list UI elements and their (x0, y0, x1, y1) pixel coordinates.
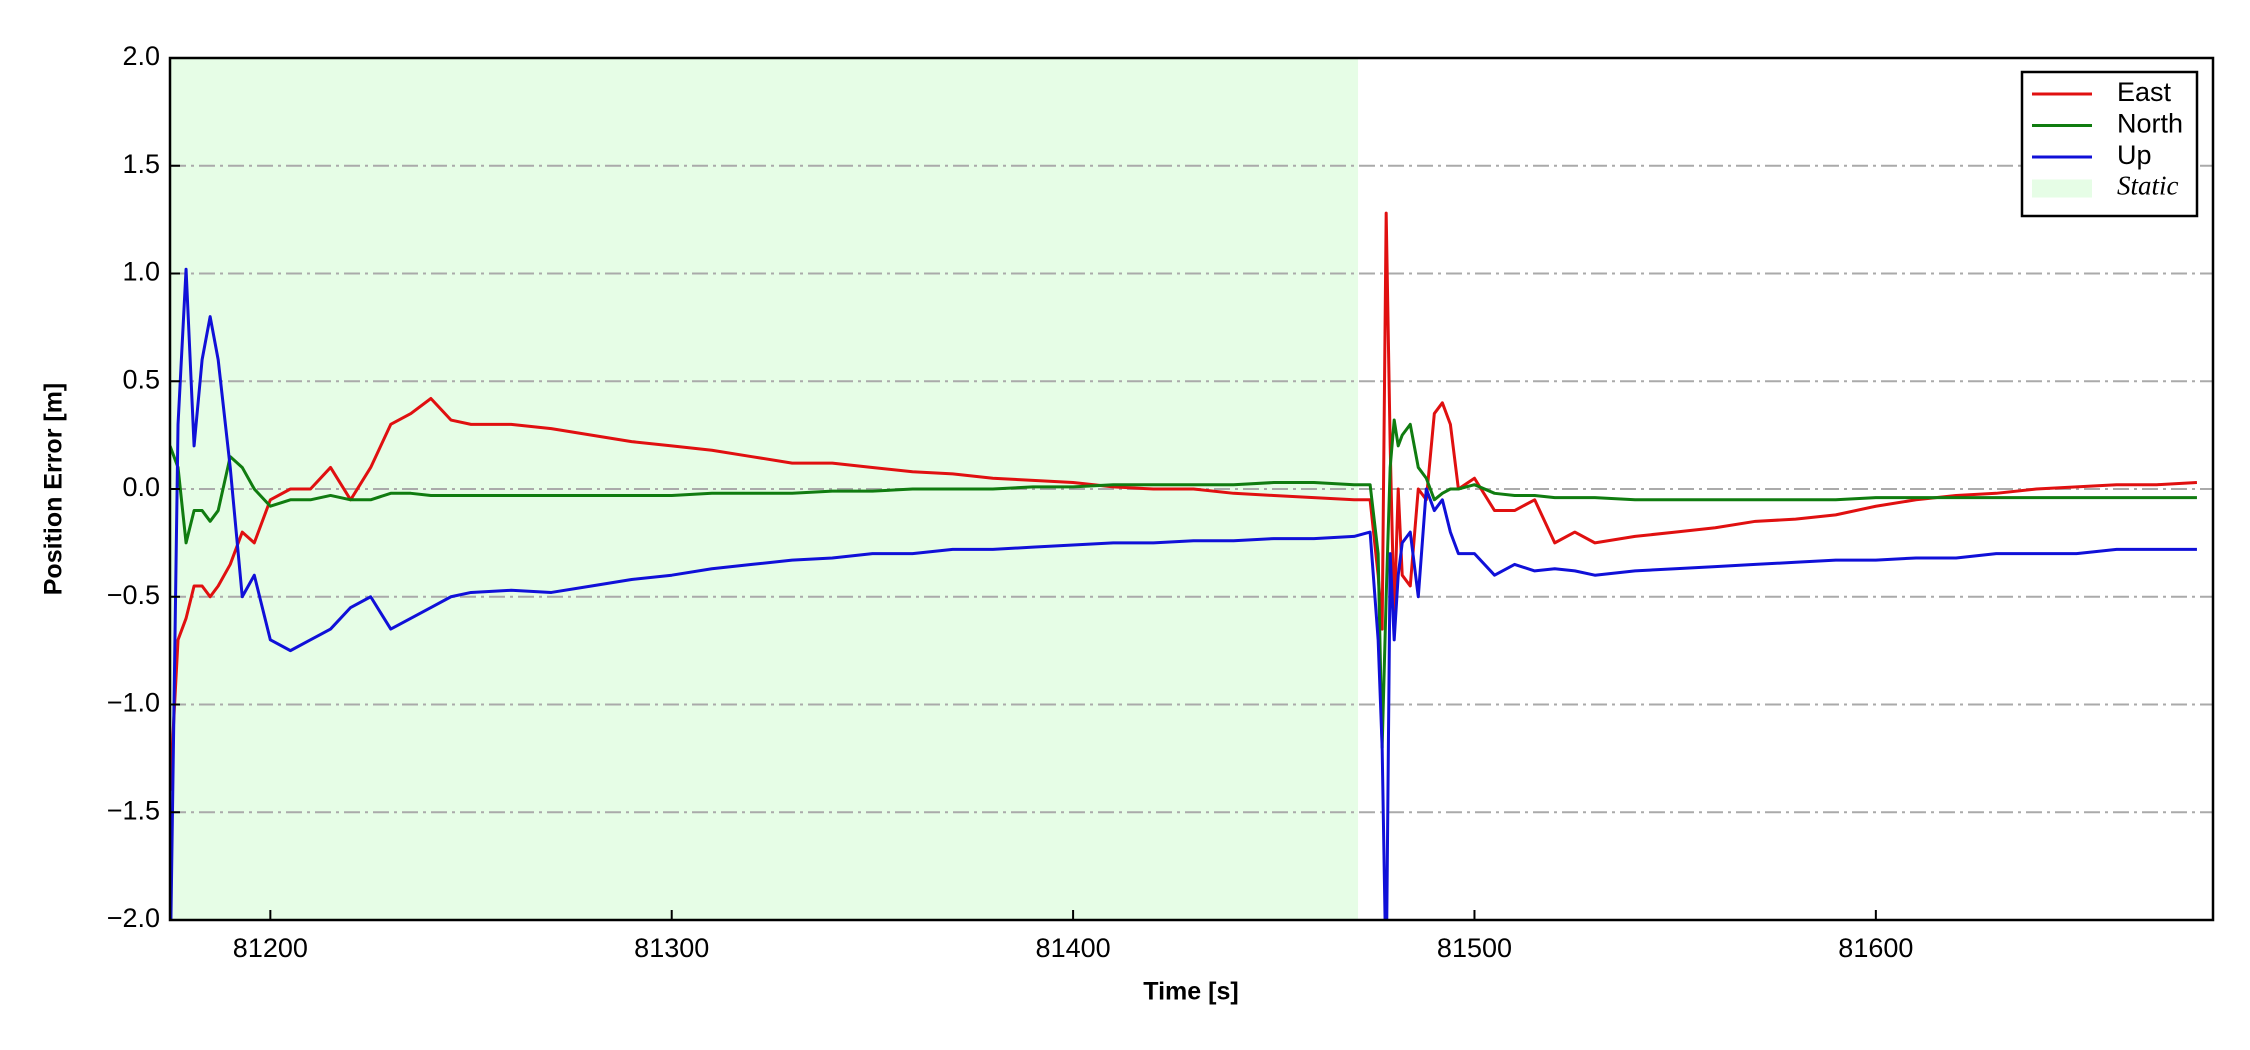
legend-label: East (2117, 77, 2172, 107)
legend-label: Static (2117, 171, 2179, 201)
y-tick-label: 1.5 (122, 149, 160, 179)
legend-label: North (2117, 109, 2183, 139)
series-line (170, 211, 2198, 791)
series-line (170, 267, 2197, 920)
y-tick-label: −1.5 (107, 795, 160, 825)
legend-label: Up (2117, 140, 2152, 170)
x-tick-label: 81200 (233, 933, 308, 963)
y-tick-label: 0.0 (122, 472, 160, 502)
x-tick-label: 81500 (1437, 933, 1512, 963)
y-tick-label: 2.0 (122, 41, 160, 71)
legend-swatch (2032, 179, 2092, 198)
y-tick-label: −1.0 (107, 688, 160, 718)
y-tick-label: −0.5 (107, 580, 160, 610)
x-axis-label: Time [s] (1143, 978, 1238, 1006)
plot-area (170, 58, 2213, 920)
x-tick-label: 81400 (1036, 933, 1111, 963)
x-tick-label: 81300 (634, 933, 709, 963)
y-axis-label: Position Error [m] (40, 383, 68, 596)
axes-frame (168, 56, 2215, 922)
y-tick-label: 1.0 (122, 257, 160, 287)
y-tick-label: 0.5 (122, 364, 160, 394)
series-line (170, 418, 2197, 750)
x-tick-label: 81600 (1838, 933, 1913, 963)
y-tick-label: −2.0 (107, 903, 160, 933)
